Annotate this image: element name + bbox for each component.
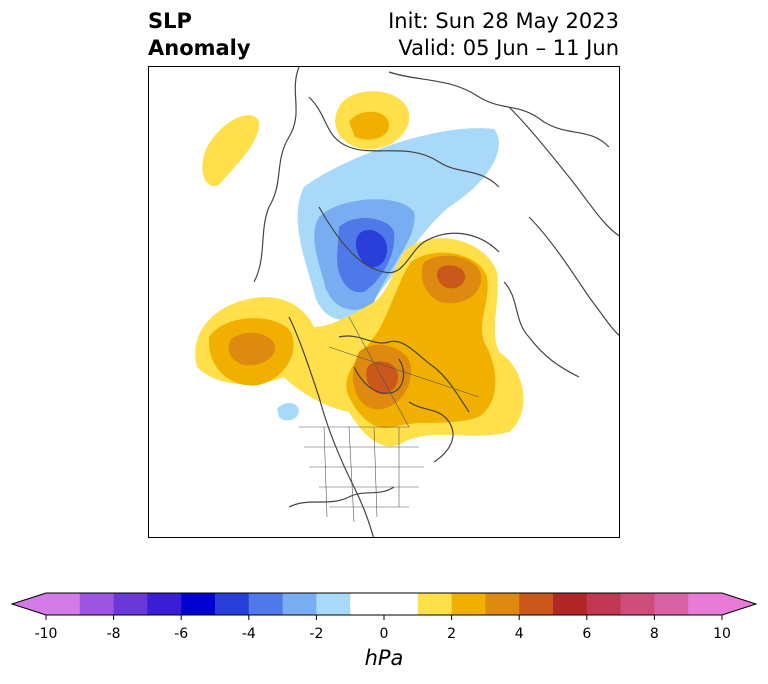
positive-anomaly-pacific-core (228, 332, 276, 366)
colorbar (10, 592, 758, 620)
title-field: Anomaly (148, 36, 251, 60)
colorbar-tick-label: 10 (713, 626, 731, 642)
colorbar-tick-label: 2 (447, 626, 457, 642)
colorbar-segment (417, 593, 453, 615)
title-variable: SLP (148, 9, 192, 33)
colorbar-tick-label: 4 (514, 626, 524, 642)
colorbar-segment (586, 593, 622, 615)
colorbar-segment (688, 593, 723, 615)
title-left: SLP Anomaly (148, 8, 251, 62)
colorbar-tick-label: -10 (34, 626, 58, 642)
us-state-borders (299, 316, 480, 523)
colorbar-tick-label: -6 (174, 626, 189, 642)
colorbar-segment (553, 593, 588, 615)
colorbar-segment (215, 593, 250, 615)
colorbar-units: hPa (364, 646, 404, 670)
colorbar-ticks (45, 615, 723, 620)
colorbar-segment (620, 593, 655, 615)
title-right: Init: Sun 28 May 2023 Valid: 05 Jun – 11… (388, 8, 619, 62)
coastlines (253, 67, 619, 537)
colorbar-segment (147, 593, 182, 615)
init-date: Init: Sun 28 May 2023 (388, 9, 619, 33)
colorbar-tick-label: 8 (649, 626, 659, 642)
negative-anomaly-small (277, 402, 299, 421)
colorbar-segment (46, 593, 81, 615)
colorbar-segment (316, 593, 351, 615)
colorbar-tick-label: 6 (582, 626, 592, 642)
negative-anomaly-core (355, 229, 388, 268)
colorbar-tick-label: 0 (379, 626, 389, 642)
colorbar-segment (248, 593, 284, 615)
colorbar-tick-label: -8 (106, 626, 121, 642)
colorbar-extend-high (722, 593, 756, 615)
colorbar-segment (519, 593, 554, 615)
colorbar-segment (485, 593, 520, 615)
positive-anomaly-greenland-inner (436, 265, 466, 289)
colorbar-tick-label: -2 (309, 626, 324, 642)
colorbar-segment (350, 593, 385, 615)
map-panel (148, 66, 620, 538)
anomaly-map (195, 67, 619, 537)
colorbar-segments (46, 593, 723, 615)
positive-anomaly-siberia-core (349, 111, 389, 140)
colorbar-segment (384, 593, 419, 615)
positive-anomaly-chukchi (202, 115, 260, 187)
valid-range: Valid: 05 Jun – 11 Jun (398, 36, 619, 60)
colorbar-segment (79, 593, 115, 615)
colorbar-segment (113, 593, 148, 615)
colorbar-segment (181, 593, 216, 615)
colorbar-segment (654, 593, 689, 615)
colorbar-segment (282, 593, 317, 615)
colorbar-extend-low (12, 593, 46, 615)
colorbar-tick-label: -4 (241, 626, 256, 642)
anomaly-contours (195, 91, 524, 447)
colorbar-segment (451, 593, 486, 615)
